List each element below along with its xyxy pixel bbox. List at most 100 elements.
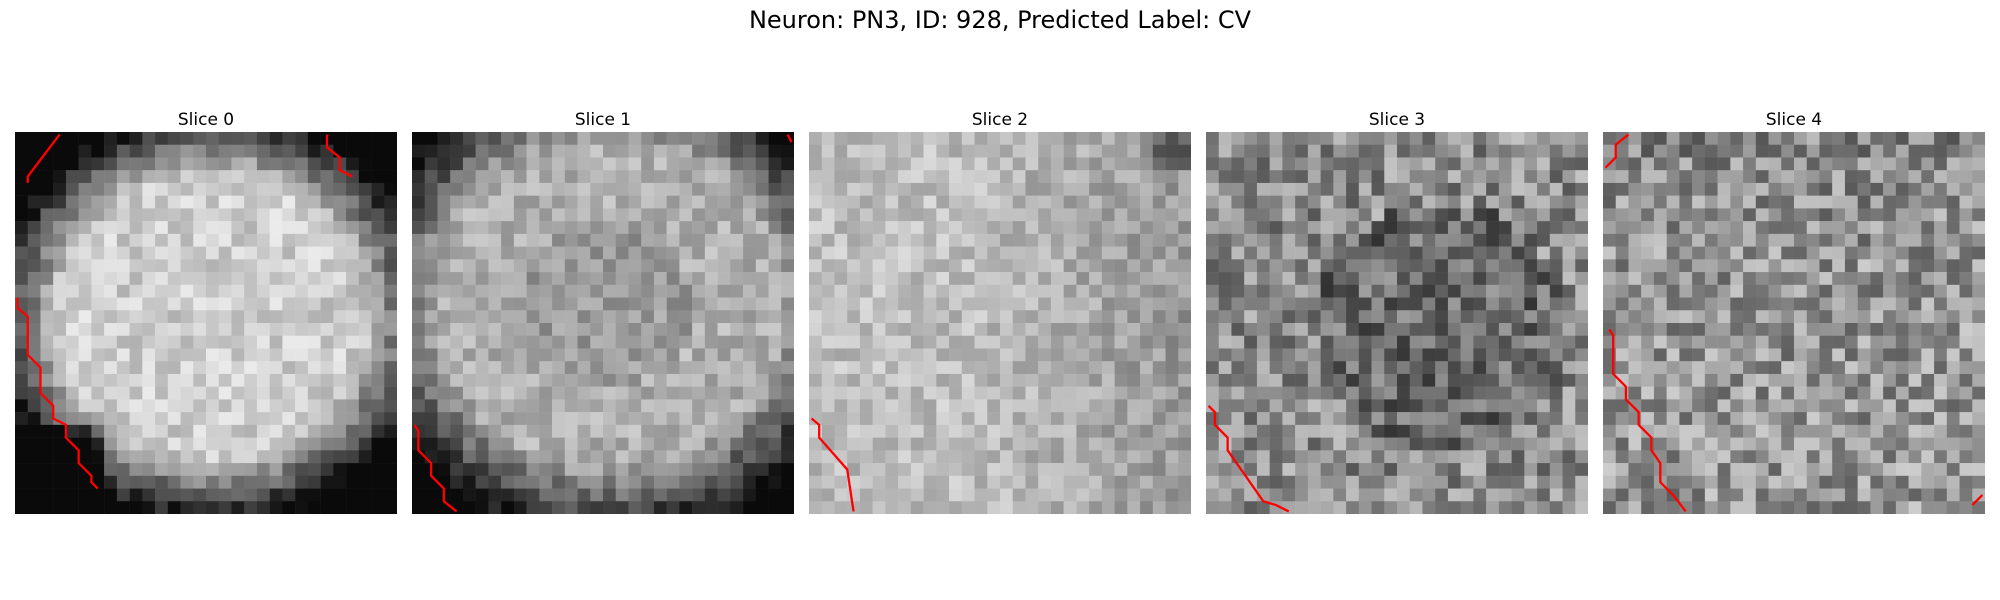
pixel	[1679, 361, 1693, 375]
pixel	[809, 488, 822, 502]
pixel	[1844, 297, 1858, 311]
pixel	[1076, 297, 1090, 311]
pixel	[1282, 246, 1296, 260]
pixel	[371, 475, 385, 489]
pixel	[1025, 157, 1039, 171]
pixel	[923, 361, 937, 375]
pixel	[437, 144, 451, 158]
pixel	[384, 284, 397, 298]
pixel	[1346, 246, 1360, 260]
pixel	[653, 475, 667, 489]
pixel	[1435, 221, 1449, 235]
pixel	[1498, 424, 1512, 438]
pixel	[679, 475, 693, 489]
pixel	[1178, 259, 1191, 273]
pixel	[666, 437, 680, 451]
pixel	[1320, 373, 1334, 387]
pixel	[526, 488, 540, 502]
pixel	[1628, 233, 1642, 247]
pixel	[206, 170, 219, 184]
pixel	[987, 386, 1001, 400]
pixel	[1857, 335, 1871, 349]
pixel	[898, 424, 912, 438]
pixel	[923, 386, 937, 400]
pixel	[1730, 310, 1744, 324]
pixel	[488, 450, 502, 464]
pixel	[1575, 157, 1588, 171]
pixel	[1717, 412, 1731, 426]
pixel	[834, 272, 848, 286]
pixel	[1883, 208, 1897, 222]
pixel	[1025, 144, 1039, 158]
pixel	[65, 195, 79, 209]
pixel	[1206, 170, 1219, 184]
pixel	[167, 170, 181, 184]
pixel	[1819, 501, 1833, 514]
pixel	[1844, 208, 1858, 222]
pixel	[1422, 195, 1436, 209]
pixel	[231, 246, 245, 260]
pixel	[1295, 195, 1309, 209]
pixel	[1206, 297, 1219, 311]
pixel	[1282, 501, 1296, 514]
pixel	[1628, 348, 1642, 362]
pixel	[987, 221, 1001, 235]
pixel	[679, 233, 693, 247]
pixel	[244, 157, 258, 171]
pixel	[679, 284, 693, 298]
pixel	[1307, 348, 1321, 362]
pixel	[603, 475, 616, 489]
pixel	[1908, 272, 1922, 286]
pixel	[1000, 463, 1013, 477]
pixel	[936, 323, 950, 336]
pixel	[628, 424, 642, 438]
pixel	[1908, 208, 1922, 222]
pixel	[1460, 310, 1474, 324]
pixel	[116, 284, 130, 298]
pixel	[1692, 170, 1706, 184]
pixel	[1422, 437, 1436, 451]
pixel	[1794, 272, 1807, 286]
pixel	[809, 348, 822, 362]
pixel	[193, 501, 207, 514]
pixel	[155, 475, 169, 489]
pixel	[552, 233, 566, 247]
pixel	[1269, 144, 1283, 158]
pixel	[692, 335, 706, 349]
pixel	[193, 195, 207, 209]
pixel	[1959, 170, 1973, 184]
pixel	[78, 310, 92, 324]
pixel	[1908, 233, 1922, 247]
pixel	[462, 361, 476, 375]
pixel	[218, 272, 232, 286]
pixel	[193, 221, 207, 235]
pixel	[1704, 348, 1718, 362]
pixel	[155, 386, 169, 400]
pixel	[1781, 182, 1795, 196]
pixel	[1447, 335, 1461, 349]
pixel	[1537, 386, 1551, 400]
pixel	[1307, 208, 1321, 222]
pixel	[961, 361, 975, 375]
pixel	[704, 157, 718, 171]
pixel	[1908, 195, 1922, 209]
pixel	[1806, 450, 1820, 464]
pixel	[1218, 348, 1232, 362]
pixel	[628, 272, 642, 286]
pixel	[282, 348, 296, 362]
figure-title: Neuron: PN3, ID: 928, Predicted Label: C…	[748, 6, 1252, 34]
pixel	[1000, 475, 1013, 489]
pixel	[1346, 259, 1360, 273]
pixel	[1743, 195, 1757, 209]
pixel	[641, 170, 655, 184]
pixel	[1666, 335, 1680, 349]
pixel	[1127, 233, 1141, 247]
pixel	[923, 450, 937, 464]
pixel	[1063, 450, 1077, 464]
pixel	[27, 488, 41, 502]
pixel	[1165, 259, 1179, 273]
pixel	[1307, 221, 1321, 235]
pixel	[1704, 272, 1718, 286]
pixel	[961, 412, 975, 426]
pixel	[1076, 424, 1090, 438]
